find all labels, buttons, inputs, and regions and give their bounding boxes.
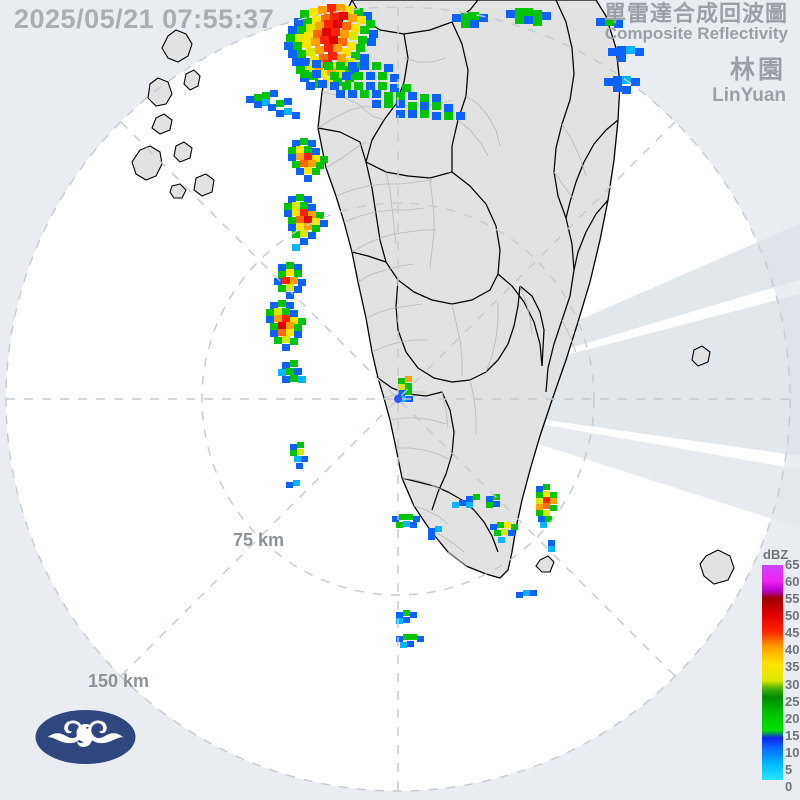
legend-tick-10: 10 xyxy=(785,744,800,760)
range-ring-75km xyxy=(201,202,595,596)
legend-tick-45: 45 xyxy=(785,625,800,641)
cwa-logo[interactable] xyxy=(33,706,138,768)
township-boundaries xyxy=(317,47,587,569)
offshore-islands xyxy=(131,29,735,585)
range-label-150km: 150 km xyxy=(88,671,150,691)
reflectivity-echoes xyxy=(246,4,644,648)
reflectivity-legend: dBZ 65 60 55 50 45 40 35 30 25 20 15 10 5 0 xyxy=(745,545,800,795)
legend-tick-60: 60 xyxy=(785,574,800,590)
legend-title: dBZ xyxy=(763,547,789,562)
legend-tick-5: 5 xyxy=(785,761,793,777)
legend-tick-50: 50 xyxy=(785,608,800,624)
product-title-en: Composite Reflectivity xyxy=(604,24,788,44)
legend-tick-35: 35 xyxy=(785,659,800,675)
legend-tick-15: 15 xyxy=(785,727,800,743)
timestamp-label: 2025/05/21 07:55:37 xyxy=(14,4,275,34)
station-name-zh: 林園 xyxy=(729,56,786,84)
station-name-en: LinYuan xyxy=(712,84,786,106)
product-title-zh: 單雷達合成回波圖 xyxy=(603,1,788,26)
legend-tick-25: 25 xyxy=(785,693,800,709)
station-name-block: 林園 LinYuan xyxy=(712,56,786,107)
range-label-75km: 75 km xyxy=(233,530,285,550)
legend-tick-20: 20 xyxy=(785,710,800,726)
logo-wave-mark xyxy=(47,720,124,747)
radial-nw-se xyxy=(120,121,676,677)
legend-tick-40: 40 xyxy=(785,642,800,658)
legend-tick-0: 0 xyxy=(785,779,793,794)
range-rings xyxy=(5,6,791,792)
legend-tick-labels: 65 60 55 50 45 40 35 30 25 20 15 10 5 0 xyxy=(785,557,800,793)
legend-tick-55: 55 xyxy=(785,591,800,607)
radar-site-marker[interactable] xyxy=(394,395,402,403)
beam-blockage-sector xyxy=(398,223,800,528)
radial-ne-sw xyxy=(120,121,676,677)
legend-tick-65: 65 xyxy=(785,557,800,572)
legend-color-bar xyxy=(762,565,783,780)
product-title-block: 單雷達合成回波圖 Composite Reflectivity xyxy=(603,1,788,44)
legend-tick-30: 30 xyxy=(785,676,800,692)
